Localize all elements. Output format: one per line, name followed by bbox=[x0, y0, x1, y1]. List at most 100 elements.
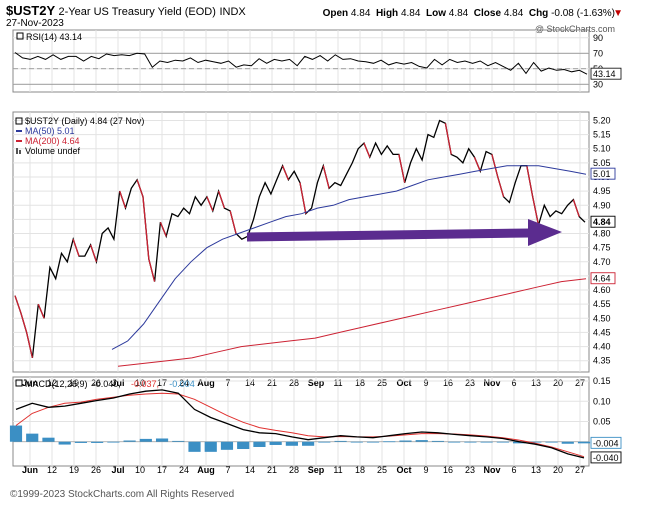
x-tick-label: 9 bbox=[423, 465, 428, 475]
x-tick-label: 18 bbox=[355, 378, 365, 388]
x-tick-label: 17 bbox=[157, 465, 167, 475]
x-tick-label: Nov bbox=[483, 465, 500, 475]
rsi-y-tick-label: 30 bbox=[593, 79, 603, 89]
macd-histogram-bar bbox=[366, 441, 380, 443]
macd-value: -0.040 bbox=[593, 453, 619, 463]
x-tick-label: 12 bbox=[47, 378, 57, 388]
x-tick-label: 18 bbox=[355, 465, 365, 475]
macd-histogram-bar bbox=[383, 441, 396, 443]
ma50-value-text: 5.01 bbox=[593, 169, 611, 179]
x-tick-label: 13 bbox=[531, 378, 541, 388]
macd-histogram-bar bbox=[415, 440, 428, 442]
price-down-segment bbox=[37, 303, 45, 319]
x-tick-label: 16 bbox=[443, 465, 453, 475]
x-tick-label: 10 bbox=[135, 378, 145, 388]
x-tick-label: 28 bbox=[289, 378, 299, 388]
open-label: Open bbox=[322, 8, 349, 19]
macd-histogram-bar bbox=[172, 440, 185, 442]
x-tick-label: 25 bbox=[377, 465, 387, 475]
macd-histogram-bar bbox=[26, 433, 39, 442]
price-y-tick-label: 4.35 bbox=[593, 356, 611, 366]
macd-histogram-bar bbox=[577, 441, 591, 444]
price-y-tick-label: 4.55 bbox=[593, 299, 611, 309]
low-value: 4.84 bbox=[448, 8, 469, 19]
price-down-segment bbox=[148, 258, 156, 282]
macd-line bbox=[15, 389, 585, 459]
price-down-segment bbox=[14, 295, 22, 313]
x-tick-label: 25 bbox=[377, 378, 387, 388]
symbol-description: 2-Year US Treasury Yield (EOD) bbox=[58, 6, 216, 18]
macd-histogram-bar bbox=[9, 425, 23, 442]
macd-histogram-bar bbox=[42, 437, 55, 442]
symbol-exchange: INDX bbox=[219, 6, 246, 18]
price-down-segment bbox=[572, 199, 580, 217]
x-tick-label: 21 bbox=[267, 378, 277, 388]
x-tick-label: 27 bbox=[575, 465, 585, 475]
price-y-tick-label: 5.20 bbox=[593, 115, 611, 125]
price-down-segment bbox=[206, 196, 214, 212]
macd-histogram-bar bbox=[334, 440, 347, 442]
macd-histogram-bar bbox=[513, 441, 526, 444]
macd-histogram-bar bbox=[302, 441, 315, 446]
price-down-segment bbox=[299, 182, 307, 214]
price-down-segment bbox=[20, 312, 28, 333]
x-tick-label: 19 bbox=[69, 378, 79, 388]
x-tick-label: 19 bbox=[69, 465, 79, 475]
macd-histogram-bar bbox=[269, 441, 282, 445]
open-value: 4.84 bbox=[350, 8, 371, 19]
ma200-value-text: 4.64 bbox=[593, 274, 611, 284]
macd-title-part: -0.037, bbox=[131, 379, 159, 389]
chart-date: 27-Nov-2023 bbox=[6, 18, 64, 29]
macd-histogram-bar bbox=[545, 441, 558, 443]
price-down-segment bbox=[89, 244, 98, 262]
price-legend-entry: MA(50) 5.01 bbox=[25, 126, 75, 136]
price-y-tick-label: 4.70 bbox=[593, 257, 611, 267]
x-tick-label: 6 bbox=[511, 378, 516, 388]
volume-legend-swatch bbox=[19, 150, 21, 154]
price-down-segment bbox=[72, 238, 80, 257]
x-tick-label: 9 bbox=[423, 378, 428, 388]
chg-value: -0.08 (-1.63%) bbox=[551, 8, 615, 19]
macd-histogram-bar bbox=[58, 441, 71, 445]
x-tick-label: Oct bbox=[396, 378, 411, 388]
price-down-segment bbox=[491, 154, 499, 178]
price-panel-frame bbox=[12, 111, 590, 373]
chart-symbol: $UST2Y 2-Year US Treasury Yield (EOD) IN… bbox=[6, 3, 246, 18]
x-tick-label: 24 bbox=[179, 465, 189, 475]
price-down-segment bbox=[532, 196, 540, 226]
macd-histogram-bar bbox=[496, 441, 509, 443]
x-tick-label: 13 bbox=[531, 465, 541, 475]
price-y-tick-label: 4.60 bbox=[593, 285, 611, 295]
macd-signal-line bbox=[15, 392, 585, 458]
price-y-tick-label: 4.90 bbox=[593, 200, 611, 210]
x-tick-label: 16 bbox=[443, 378, 453, 388]
macd-histogram-bar bbox=[431, 440, 445, 442]
rsi-panel-frame bbox=[12, 29, 590, 93]
x-tick-label: 23 bbox=[465, 465, 475, 475]
macd-histogram-bar bbox=[123, 440, 136, 442]
x-tick-label: Jul bbox=[111, 465, 124, 475]
macd-histogram-bar bbox=[220, 441, 234, 450]
macd-legend-swatch bbox=[15, 379, 23, 387]
annotation-arrow-shaft bbox=[246, 228, 531, 242]
x-tick-label: 11 bbox=[333, 465, 342, 475]
price-down-segment bbox=[363, 142, 371, 158]
x-tick-label: 7 bbox=[225, 378, 230, 388]
price-down-segment bbox=[497, 176, 505, 197]
chg-label: Chg bbox=[528, 8, 549, 19]
price-down-segment bbox=[398, 154, 406, 183]
x-tick-label: 17 bbox=[157, 378, 167, 388]
x-tick-label: Aug bbox=[197, 465, 215, 475]
x-tick-label: 23 bbox=[465, 378, 475, 388]
price-y-tick-label: 4.75 bbox=[593, 243, 611, 253]
x-tick-label: Oct bbox=[396, 465, 411, 475]
price-legend-entry: Volume undef bbox=[25, 146, 81, 156]
annotation-arrow-head bbox=[528, 219, 562, 246]
rsi-y-tick-label: 90 bbox=[593, 33, 603, 43]
x-tick-label: 24 bbox=[179, 378, 189, 388]
x-tick-label: 20 bbox=[553, 465, 563, 475]
price-down-segment bbox=[281, 165, 289, 181]
rsi-title: RSI(14) 43.14 bbox=[26, 32, 82, 42]
macd-histogram-bar bbox=[285, 441, 298, 446]
